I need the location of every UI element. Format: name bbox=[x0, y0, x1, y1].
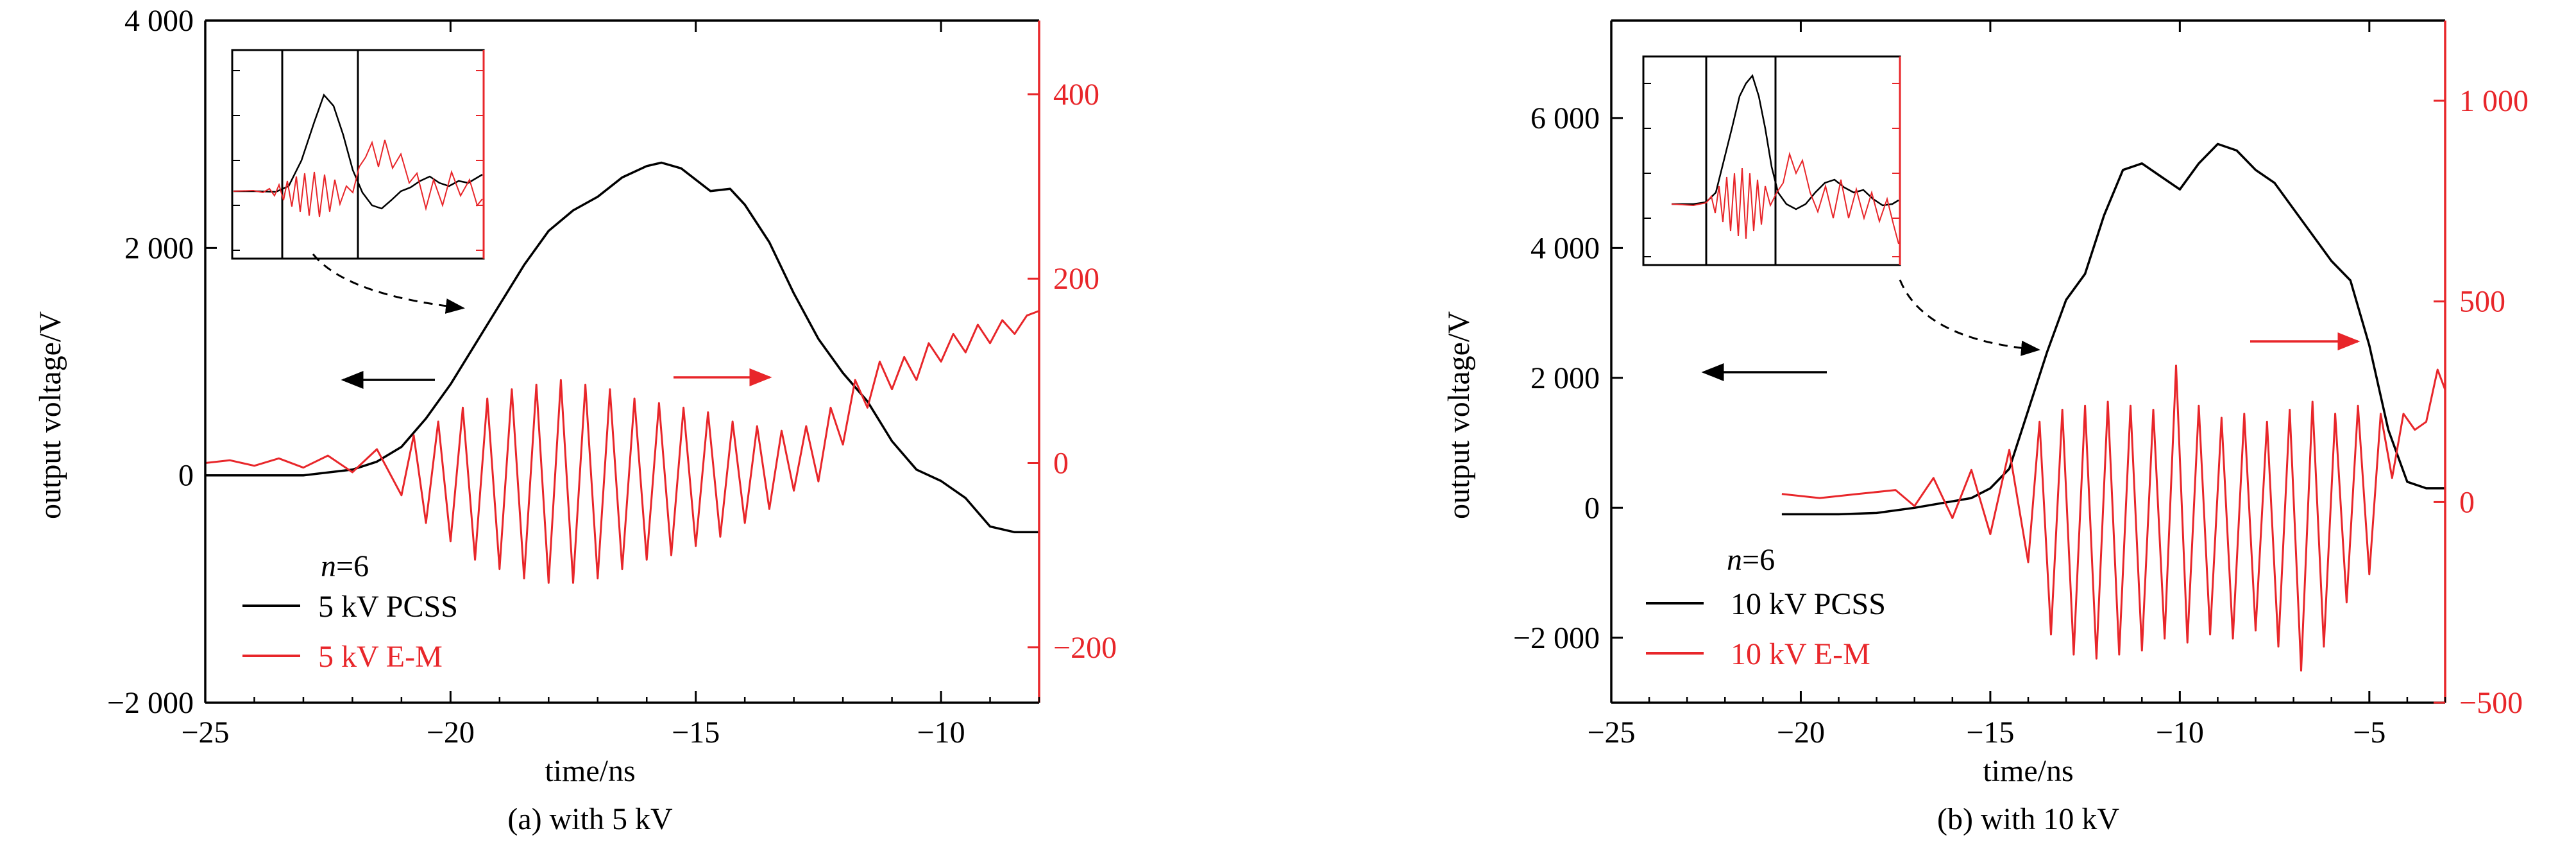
legend-b: n=6 10 kV PCSS 10 kV E-M bbox=[1646, 543, 1886, 671]
annotation-n-b: n=6 bbox=[1727, 543, 1775, 577]
x-tick-label: −25 bbox=[181, 716, 229, 750]
y-right-tick-label: 1 000 bbox=[2459, 84, 2529, 118]
inset-em-trace-a bbox=[233, 139, 483, 218]
y-tick-label: 4 000 bbox=[124, 4, 194, 38]
panel-b: −25 −20 −15 −10 −5 −2 000 0 2 000 4 000 6 000 −500… bbox=[1442, 19, 2529, 836]
panel-a: −25 −20 −15 −10 −2 000 0 2 000 4 000 −200 0 200 400… bbox=[33, 4, 1117, 836]
series-line-pcss-b bbox=[1781, 142, 2445, 516]
legend-a: n=6 5 kV PCSS 5 kV E-M bbox=[242, 549, 458, 674]
axes-b: −25 −20 −15 −10 −5 −2 000 0 2 000 4 000 6 000 −500… bbox=[1513, 19, 2529, 750]
panel-caption-b: (b) with 10 kV bbox=[1937, 802, 2119, 836]
inset-pointer-arrow-b bbox=[1899, 279, 2040, 356]
series-line-em-b bbox=[1781, 364, 2446, 672]
insets-a bbox=[231, 49, 485, 260]
y-right-tick-label: 200 bbox=[1053, 262, 1099, 296]
panel-caption-a: (a) with 5 kV bbox=[507, 802, 673, 836]
inset-ticks-a bbox=[232, 70, 240, 251]
plot-area-a: −25 −20 −15 −10 −2 000 0 2 000 4 000 −200 0 200 400 bbox=[107, 4, 1117, 750]
x-tick-label: −10 bbox=[917, 716, 965, 750]
legend-label-pcss-b: 10 kV PCSS bbox=[1731, 587, 1886, 621]
x-axis-label-a: time/ns bbox=[545, 754, 635, 788]
y-right-tick-label: 400 bbox=[1053, 78, 1099, 112]
y-tick-label: 2 000 bbox=[1530, 361, 1600, 395]
insets-b bbox=[1642, 55, 1901, 266]
y-tick-label: −2 000 bbox=[1513, 621, 1600, 655]
x-tick-label: −15 bbox=[1966, 716, 2014, 750]
y-right-tick-label: 0 bbox=[1053, 447, 1069, 481]
legend-label-em-b: 10 kV E-M bbox=[1731, 637, 1870, 671]
y-tick-label: 4 000 bbox=[1530, 231, 1600, 265]
legend-label-em-a: 5 kV E-M bbox=[318, 640, 443, 674]
annotation-n-a: n=6 bbox=[321, 549, 369, 583]
y-right-tick-label: −500 bbox=[2459, 686, 2523, 720]
inset-ticks-b bbox=[1643, 83, 1651, 257]
y-right-tick-label: 500 bbox=[2459, 285, 2505, 319]
x-tick-label: −20 bbox=[427, 716, 475, 750]
inset-em-trace-b bbox=[1671, 151, 1899, 244]
inset-frame-b bbox=[1642, 55, 1901, 266]
y-axis-label-a: output voltage/V bbox=[33, 311, 67, 519]
x-tick-label: −5 bbox=[2353, 716, 2385, 750]
plot-area-b: −25 −20 −15 −10 −5 −2 000 0 2 000 4 000 6 000 −500… bbox=[1513, 19, 2529, 750]
series-group-a bbox=[205, 161, 1040, 584]
axes-a: −25 −20 −15 −10 −2 000 0 2 000 4 000 −200 0 200 400 bbox=[107, 4, 1117, 750]
x-tick-label: −20 bbox=[1777, 716, 1825, 750]
inset-pcss-trace-b bbox=[1672, 74, 1899, 210]
x-tick-label: −10 bbox=[2156, 716, 2204, 750]
inset-ticks-right-b bbox=[1892, 83, 1900, 257]
series-line-pcss-a bbox=[205, 161, 1039, 534]
legend-label-pcss-a: 5 kV PCSS bbox=[318, 590, 458, 624]
y-right-tick-label: 0 bbox=[2459, 485, 2475, 519]
y-tick-label: 2 000 bbox=[124, 231, 194, 265]
inset-pointer-arrow-a bbox=[312, 253, 465, 314]
y-tick-label: −2 000 bbox=[107, 686, 194, 720]
inset-pcss-trace-a bbox=[233, 93, 483, 210]
y-tick-label: 0 bbox=[1584, 491, 1600, 525]
y-tick-label: 6 000 bbox=[1530, 101, 1600, 135]
series-line-em-a bbox=[205, 310, 1040, 584]
x-tick-label: −15 bbox=[672, 716, 720, 750]
y-axis-label-b: output voltage/V bbox=[1442, 311, 1476, 519]
y-tick-label: 0 bbox=[178, 459, 194, 493]
x-tick-label: −25 bbox=[1587, 716, 1635, 750]
series-group-b bbox=[1781, 142, 2446, 672]
x-axis-label-b: time/ns bbox=[1983, 754, 2073, 788]
y-right-tick-label: −200 bbox=[1053, 631, 1117, 665]
